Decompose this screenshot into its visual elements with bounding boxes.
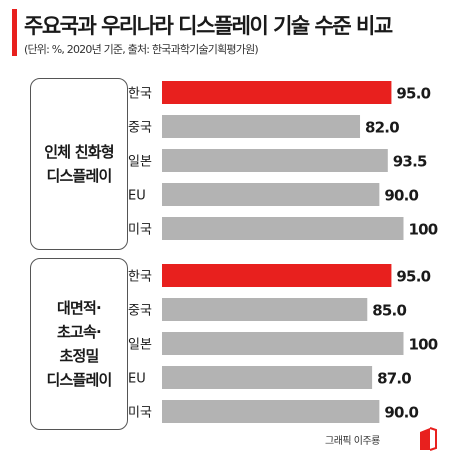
category-label: 일본 — [128, 155, 152, 170]
publisher-logo-icon — [420, 427, 437, 451]
value-label: 85.0 — [372, 302, 406, 320]
bar — [162, 298, 368, 321]
title-accent-bar — [12, 9, 17, 56]
value-label: 87.0 — [377, 370, 411, 388]
category-label: EU — [128, 372, 146, 387]
bar — [162, 217, 404, 240]
bar — [162, 264, 392, 287]
value-label: 95.0 — [396, 268, 430, 286]
chart-subtitle: (단위: %, 2020년 기준, 출처: 한국과학기술기획평가원) — [24, 43, 259, 56]
value-label: 100 — [409, 336, 438, 354]
value-label: 82.0 — [365, 119, 399, 137]
category-label: 미국 — [128, 406, 152, 421]
category-label: 중국 — [128, 121, 152, 136]
value-label: 93.5 — [393, 153, 427, 171]
bar — [162, 183, 380, 206]
category-label: 일본 — [128, 338, 152, 353]
bar — [162, 115, 361, 138]
bar — [162, 366, 373, 389]
bar — [162, 332, 404, 355]
value-label: 95.0 — [396, 85, 430, 103]
category-label: 한국 — [128, 87, 152, 102]
value-label: 90.0 — [384, 404, 418, 422]
group-box-large-area: 대면적· 초고속· 초정밀 디스플레이 — [30, 258, 128, 430]
chart-title: 주요국과 우리나라 디스플레이 기술 수준 비교 — [24, 14, 393, 38]
category-label: EU — [128, 189, 146, 204]
category-label: 미국 — [128, 223, 152, 238]
category-label: 한국 — [128, 270, 152, 285]
category-label: 중국 — [128, 304, 152, 319]
group-label: 인체 친화형 디스플레이 — [44, 143, 114, 185]
bar — [162, 81, 392, 104]
value-label: 90.0 — [384, 187, 418, 205]
bar — [162, 149, 388, 172]
graphic-credit: 그래픽 이주룡 — [325, 436, 380, 447]
group-box-human-friendly: 인체 친화형 디스플레이 — [30, 78, 128, 250]
group-label: 대면적· 초고속· 초정밀 디스플레이 — [46, 299, 112, 389]
value-label: 100 — [409, 221, 438, 239]
bar — [162, 400, 380, 423]
